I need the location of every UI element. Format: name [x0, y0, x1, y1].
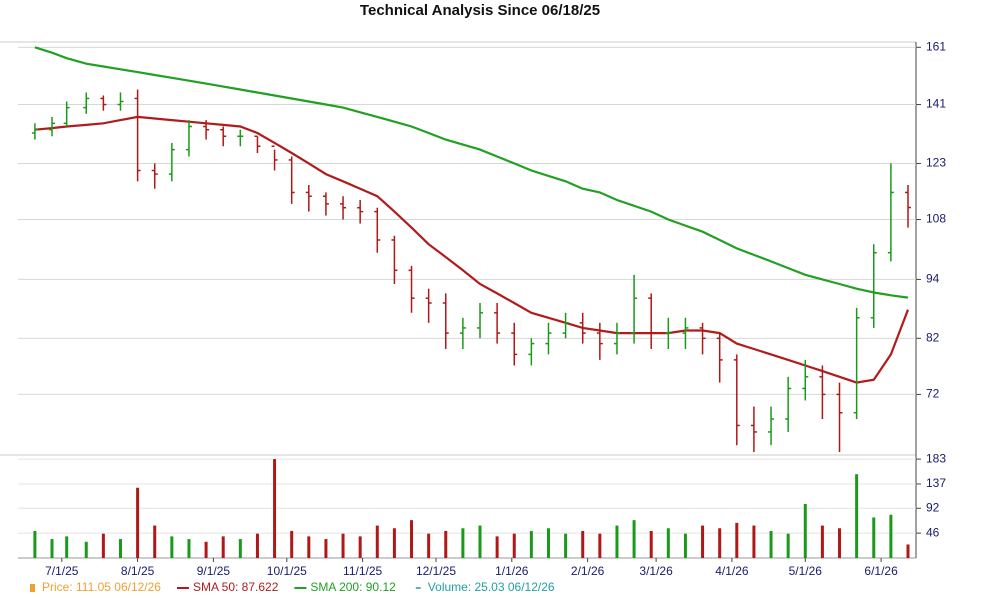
volume-bar [50, 539, 54, 558]
x-tick-label: 4/1/26 [715, 564, 749, 578]
y-tick-label: 141 [926, 97, 946, 111]
volume-bar [221, 536, 225, 558]
volume-bar [101, 533, 105, 558]
volume-bar [427, 533, 431, 558]
volume-bar [324, 539, 328, 558]
volume-bar [136, 487, 140, 558]
volume-bar [683, 533, 687, 558]
volume-bar [546, 528, 550, 558]
volume-bar [410, 520, 414, 558]
volume-bar [615, 525, 619, 558]
y-tick-label: 46 [926, 525, 940, 539]
volume-bar [820, 525, 824, 558]
moving-average [34, 115, 910, 384]
x-tick-label: 7/1/25 [45, 564, 79, 578]
volume-bar [187, 539, 191, 558]
volume-bar [238, 539, 242, 558]
volume-bar [204, 541, 208, 558]
volume-bar [786, 533, 790, 558]
volume-bar [632, 520, 636, 558]
y-tick-label: 183 [926, 451, 946, 465]
y-tick-label: 94 [926, 272, 940, 286]
y-tick-label: 108 [926, 212, 946, 226]
y-tick-label: 72 [926, 387, 940, 401]
volume-bar [598, 533, 602, 558]
x-tick-label: 10/1/25 [267, 564, 307, 578]
volume-bar [375, 525, 379, 558]
volume-bar [392, 528, 396, 558]
volume-bar [855, 474, 859, 558]
volume-bar [564, 533, 568, 558]
volume-bar [752, 525, 756, 558]
volume-bar [872, 517, 876, 558]
volume-bar [118, 539, 122, 558]
x-tick-label: 8/1/25 [121, 564, 155, 578]
x-tick-label: 1/1/26 [495, 564, 529, 578]
volume-bar [735, 522, 739, 558]
volume-bar [478, 525, 482, 558]
y-tick-label: 161 [926, 39, 946, 53]
legend-label: Volume: 25.03 06/12/26 [428, 580, 555, 594]
legend-label: SMA 50: 87.622 [193, 580, 279, 594]
volume-bar [649, 530, 653, 558]
legend-marker [30, 584, 35, 592]
moving-average [34, 46, 909, 299]
x-tick-label: 12/1/25 [416, 564, 456, 578]
volume-bar [153, 525, 157, 558]
y-tick-label: 82 [926, 330, 940, 344]
volume-bar [512, 533, 516, 558]
x-tick-label: 5/1/26 [789, 564, 823, 578]
volume-bar [803, 503, 807, 558]
volume-bar [341, 533, 345, 558]
volume-bar [255, 533, 259, 558]
volume-bar [358, 536, 362, 558]
x-tick-label: 2/1/26 [571, 564, 605, 578]
volume-bar [529, 530, 533, 558]
volume-bar [461, 528, 465, 558]
x-tick-label: 3/1/26 [639, 564, 673, 578]
legend-label: Price: 111.05 06/12/26 [42, 580, 161, 594]
volume-bar [701, 525, 705, 558]
volume-bar [495, 536, 499, 558]
volume-bar [769, 530, 773, 558]
volume-bar [170, 536, 174, 558]
y-tick-label: 123 [926, 156, 946, 170]
volume-bar [889, 514, 893, 558]
volume-bar [33, 530, 37, 558]
x-tick-label: 9/1/25 [197, 564, 231, 578]
x-tick-label: 6/1/26 [864, 564, 898, 578]
chart-title: Technical Analysis Since 06/18/25 [360, 2, 600, 19]
volume-bar [838, 528, 842, 558]
volume-bar [65, 536, 69, 558]
volume-bar [84, 541, 88, 558]
volume-bar [307, 536, 311, 558]
volume-bar [290, 530, 294, 558]
volume-bar [273, 459, 277, 558]
volume-bar [718, 528, 722, 558]
volume-bar [666, 528, 670, 558]
legend-label: SMA 200: 90.12 [310, 580, 396, 594]
volume-bar [581, 530, 585, 558]
y-tick-label: 92 [926, 500, 940, 514]
x-tick-label: 11/1/25 [343, 564, 382, 578]
volume-bar [906, 544, 910, 558]
y-tick-label: 137 [926, 476, 946, 490]
volume-bar [444, 530, 448, 558]
